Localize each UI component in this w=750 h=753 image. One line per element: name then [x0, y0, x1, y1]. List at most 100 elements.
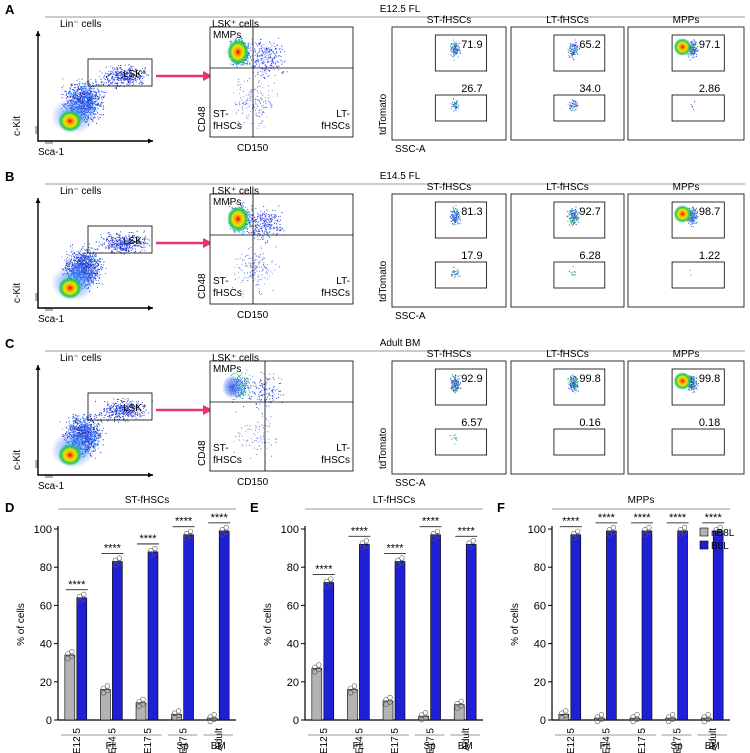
data-point [183, 530, 190, 537]
lsk-density-plot [227, 36, 288, 129]
data-point [705, 712, 711, 718]
y-axis-label: c-Kit [12, 116, 23, 136]
gate-percentage: 6.57 [461, 417, 482, 429]
data-point [112, 557, 118, 563]
data-point [713, 527, 719, 533]
quadrant-label: LT- [336, 276, 350, 287]
x-axis-label: Sca-1 [38, 314, 65, 325]
data-point [717, 524, 723, 531]
significance-label: **** [68, 579, 86, 591]
y-tick-label: 0 [46, 715, 52, 727]
lsk-density-plot [227, 202, 285, 298]
bar-chart-D: D ST-fHSCs 0 20 40 60 80 100 % of cells **** E12.5… [5, 495, 236, 753]
gate-lower [671, 428, 725, 456]
significance-label: **** [458, 525, 476, 537]
density-hotspot [673, 205, 692, 223]
significance-label: **** [386, 542, 404, 554]
x-axis-label: Sca-1 [38, 147, 65, 158]
gate-percentage: 2.86 [699, 83, 720, 95]
data-point [187, 528, 194, 534]
data-point [351, 683, 358, 689]
x-axis-label: CD150 [237, 143, 269, 154]
bar-b8l [430, 534, 441, 721]
significance-label: **** [562, 516, 580, 528]
data-point [328, 576, 334, 582]
quadrant-label: MMPs [213, 364, 241, 375]
y-tick-label: 40 [40, 639, 52, 651]
group-label: FL [600, 741, 612, 752]
data-point [100, 685, 107, 691]
panel-title: LT-fHSCs [546, 349, 589, 360]
gate-lower [434, 261, 488, 289]
y-tick-label: 60 [534, 600, 546, 612]
data-point [466, 540, 472, 546]
quadrant-label: fHSCs [321, 121, 350, 132]
gate-percentage: 99.8 [699, 373, 720, 385]
y-axis-label: % of cells [16, 603, 27, 646]
y-tick-label: 100 [34, 524, 52, 536]
bar-nb8l [64, 654, 76, 721]
y-axis-label: c-Kit [12, 283, 23, 303]
y-axis-label: % of cells [263, 603, 274, 646]
gate-percentage: 92.7 [579, 206, 600, 218]
y-tick-label: 80 [534, 562, 546, 574]
tdtomato-panel: MPPs 98.7 1.22 [627, 182, 745, 308]
y-tick-label: 20 [287, 677, 299, 689]
x-tick-label: E12.5 [319, 728, 330, 753]
x-tick-label: E17.5 [390, 728, 401, 753]
gate-percentage: 81.3 [461, 206, 482, 218]
lin-density-plot [51, 397, 153, 468]
quadrant-label: LT- [336, 109, 350, 120]
gate-percentage: 98.7 [699, 206, 720, 218]
data-point [176, 708, 182, 714]
significance-label: **** [669, 512, 687, 524]
quadrant-label: fHSCs [213, 455, 242, 466]
bar-b8l [359, 543, 370, 721]
tdtomato-panel: ST-fHSCs 71.9 26.7 [391, 15, 507, 141]
data-point [575, 528, 581, 534]
y-axis-label: CD48 [197, 440, 208, 466]
panel-letter: E [250, 500, 259, 515]
significance-label: **** [315, 563, 333, 575]
lsk-gate [87, 225, 153, 254]
panel-title: ST-fHSCs [427, 182, 471, 193]
gate-lower [434, 428, 488, 456]
x-tick-label: E14.5 [354, 728, 365, 753]
x-axis-label: CD150 [237, 477, 269, 488]
quadrant-label: fHSCs [213, 288, 242, 299]
data-point [419, 712, 425, 718]
gate-lower [434, 94, 488, 122]
bar-b8l [112, 561, 123, 721]
data-point [211, 712, 217, 718]
panel-letter: A [5, 2, 15, 17]
data-point [359, 540, 365, 546]
data-point [324, 578, 330, 584]
lsk-gate [87, 392, 153, 421]
gate-percentage: 26.7 [461, 83, 482, 95]
data-point [666, 714, 672, 720]
x-tick-label: Adult [461, 728, 472, 751]
data-point [207, 714, 213, 720]
gate-upper [434, 201, 488, 239]
data-point [646, 524, 652, 531]
data-point [563, 708, 569, 714]
data-point [395, 557, 401, 563]
data-point [606, 527, 612, 533]
x-tick-label: E17.5 [673, 728, 684, 753]
plot-title: LSK⁺ cells [212, 19, 259, 30]
tdtomato-panel: ST-fHSCs 92.9 6.57 [391, 349, 507, 475]
quadrant-label: MMPs [213, 197, 241, 208]
gate-upper [434, 34, 488, 72]
quadrant-label: fHSCs [321, 288, 350, 299]
bar-b8l [218, 530, 230, 721]
gate-percentage: 92.9 [461, 373, 482, 385]
bar-b8l [641, 530, 653, 721]
x-tick-label: E17.5 [426, 728, 437, 753]
x-axis-label: SSC-A [395, 478, 426, 489]
gate-label: LSK⁺ [123, 403, 147, 414]
gate-lower [671, 261, 725, 289]
density-hotspot [227, 39, 249, 65]
panel-title: LT-fHSCs [546, 182, 589, 193]
density-hotspot [58, 277, 82, 299]
gate-percentage: 97.1 [699, 39, 720, 51]
